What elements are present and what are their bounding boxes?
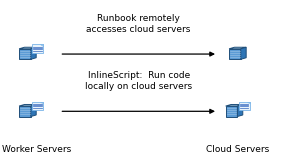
Polygon shape <box>19 47 36 49</box>
Polygon shape <box>246 102 250 103</box>
Polygon shape <box>229 49 241 59</box>
Polygon shape <box>239 102 250 110</box>
Polygon shape <box>229 47 246 49</box>
Text: Worker Servers: Worker Servers <box>2 145 71 154</box>
Polygon shape <box>32 44 43 53</box>
Polygon shape <box>19 104 36 106</box>
Polygon shape <box>32 102 43 110</box>
Polygon shape <box>19 106 31 117</box>
Polygon shape <box>226 104 243 106</box>
Polygon shape <box>19 49 31 59</box>
Polygon shape <box>237 104 243 117</box>
Polygon shape <box>40 44 43 46</box>
Polygon shape <box>31 47 36 59</box>
Text: Runbook remotely
accesses cloud servers: Runbook remotely accesses cloud servers <box>87 14 191 34</box>
Text: Cloud Servers: Cloud Servers <box>206 145 269 154</box>
Polygon shape <box>31 104 36 117</box>
Polygon shape <box>241 47 246 59</box>
Polygon shape <box>226 106 237 117</box>
Polygon shape <box>40 102 43 103</box>
Text: InlineScript:  Run code
locally on cloud servers: InlineScript: Run code locally on cloud … <box>85 71 192 91</box>
